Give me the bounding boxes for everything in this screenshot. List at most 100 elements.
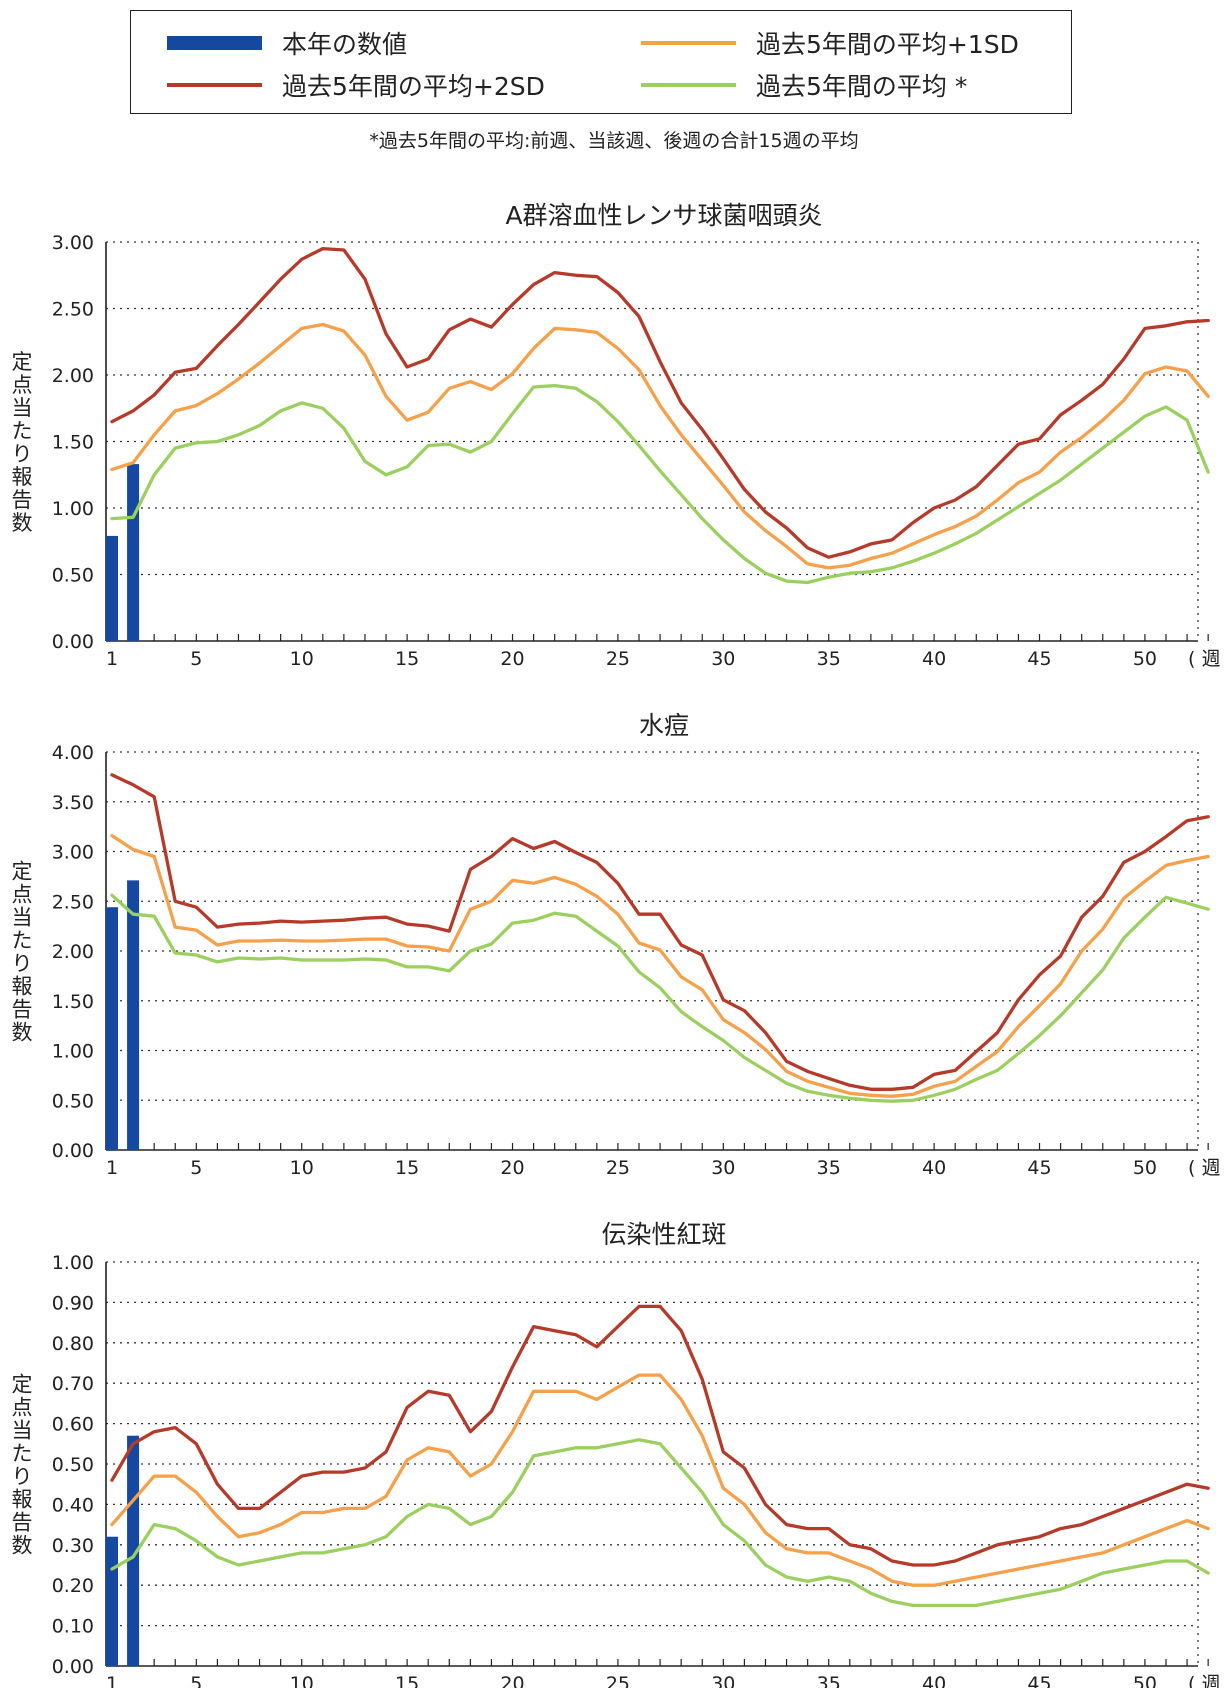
y-tick-label: 1.00 (52, 1252, 94, 1274)
x-tick-label: 10 (290, 648, 314, 670)
x-tick-label: 30 (711, 1157, 735, 1179)
y-axis-label: 定点当たり報告数 (12, 350, 33, 535)
x-tick-label: 15 (395, 1157, 419, 1179)
x-tick-label: 50 (1133, 1157, 1157, 1179)
y-axis-label-char: 数 (12, 1021, 33, 1045)
x-tick-label: 50 (1133, 648, 1157, 670)
y-axis-label-char: た (12, 929, 33, 953)
y-axis-label-char: 点 (12, 1396, 33, 1420)
x-tick-label: 20 (500, 648, 524, 670)
y-tick-label: 2.50 (52, 299, 94, 321)
x-tick-label: 40 (922, 648, 946, 670)
y-tick-label: 0.90 (52, 1292, 94, 1314)
x-tick-label: 40 (922, 1673, 946, 1688)
y-tick-label: 2.00 (52, 365, 94, 387)
y-axis-label-char: 点 (12, 883, 33, 907)
x-axis-unit: ( 週 ) (1188, 648, 1228, 670)
y-axis-label-char: 当 (12, 906, 33, 930)
x-tick-label: 1 (106, 1157, 118, 1179)
y-axis-label-char: 報 (12, 465, 33, 489)
x-tick-label: 35 (817, 1673, 841, 1688)
legend-label: 過去5年間の平均+2SD (282, 72, 545, 101)
legend-swatch-line (641, 83, 736, 87)
x-tick-label: 1 (106, 1673, 118, 1688)
y-axis-label-char: 数 (12, 1534, 33, 1558)
x-tick-label: 45 (1027, 648, 1051, 670)
bar-week-2 (127, 1435, 140, 1666)
y-axis-label: 定点当たり報告数 (12, 860, 33, 1045)
y-tick-label: 1.00 (52, 1041, 94, 1063)
legend-label: 過去5年間の平均 * (756, 72, 968, 101)
chart-title: 伝染性紅斑 (601, 1220, 726, 1249)
legend-swatch-line (167, 83, 262, 87)
x-tick-label: 25 (606, 648, 630, 670)
legend-item-average: 過去5年間の平均 * (641, 67, 967, 103)
y-tick-label: 0.00 (52, 1140, 94, 1162)
y-axis-label-char: 報 (12, 1488, 33, 1512)
series-line-sd2 (110, 773, 1210, 1091)
y-tick-label: 0.50 (52, 1454, 94, 1476)
x-tick-label: 45 (1027, 1157, 1051, 1179)
y-tick-label: 3.50 (52, 792, 94, 814)
y-axis-label-char: 当 (12, 1419, 33, 1443)
y-axis-label-char: 告 (12, 1511, 33, 1535)
y-tick-label: 0.20 (52, 1575, 94, 1597)
x-tick-label: 25 (606, 1673, 630, 1688)
x-tick-label: 15 (395, 648, 419, 670)
series-line-sd2 (110, 246, 1210, 559)
x-tick-label: 25 (606, 1157, 630, 1179)
y-tick-label: 0.70 (52, 1373, 94, 1395)
y-axis-label-char: 定 (12, 1373, 33, 1397)
legend-label: 本年の数値 (282, 30, 408, 59)
y-axis-label-char: 告 (12, 488, 33, 512)
y-tick-label: 2.50 (52, 891, 94, 913)
y-axis-label-char: 定 (12, 860, 33, 884)
legend-swatch-bar (167, 36, 262, 50)
series-line-sd1 (110, 1373, 1210, 1587)
series-line-sd1 (110, 833, 1210, 1098)
x-tick-label: 5 (190, 1673, 202, 1688)
y-tick-label: 2.00 (52, 941, 94, 963)
y-tick-label: 0.50 (52, 1090, 94, 1112)
y-tick-label: 4.00 (52, 742, 94, 764)
y-axis-label-char: 定 (12, 350, 33, 374)
bar-week-1 (106, 535, 118, 641)
x-tick-label: 5 (190, 1157, 202, 1179)
legend-item-plus2sd: 過去5年間の平均+2SD (167, 67, 545, 103)
y-tick-label: 0.30 (52, 1535, 94, 1557)
x-tick-label: 35 (817, 1157, 841, 1179)
x-tick-label: 20 (500, 1157, 524, 1179)
y-axis-label-char: 当 (12, 396, 33, 420)
x-tick-label: 10 (290, 1673, 314, 1688)
y-tick-label: 0.00 (52, 1656, 94, 1678)
y-tick-label: 0.00 (52, 631, 94, 653)
x-tick-label: 30 (711, 648, 735, 670)
legend-footnote: *過去5年間の平均:前週、当該週、後週の合計15週の平均 (369, 130, 859, 152)
y-axis-label-char: り (12, 442, 33, 466)
y-tick-label: 1.50 (52, 991, 94, 1013)
x-tick-label: 30 (711, 1673, 735, 1688)
x-tick-label: 5 (190, 648, 202, 670)
bar-week-2 (127, 464, 140, 641)
y-axis-label-char: り (12, 952, 33, 976)
y-axis-label-char: た (12, 419, 33, 443)
y-tick-label: 0.10 (52, 1616, 94, 1638)
y-tick-label: 3.00 (52, 842, 94, 864)
bar-week-1 (106, 907, 118, 1150)
x-axis-unit: ( 週 ) (1188, 1673, 1228, 1688)
bar-week-1 (106, 1536, 118, 1666)
legend-item-current-year: 本年の数値 (167, 25, 407, 61)
y-tick-label: 1.50 (52, 432, 94, 454)
x-tick-label: 40 (922, 1157, 946, 1179)
y-axis-label-char: 告 (12, 998, 33, 1022)
chart-title: A群溶血性レンサ球菌咽頭炎 (505, 201, 822, 230)
x-tick-label: 50 (1133, 1673, 1157, 1688)
y-axis-label: 定点当たり報告数 (12, 1373, 33, 1558)
legend-label: 過去5年間の平均+1SD (756, 30, 1019, 59)
y-axis-label-char: 報 (12, 975, 33, 999)
y-tick-label: 0.60 (52, 1414, 94, 1436)
series-line-sd2 (110, 1304, 1210, 1567)
